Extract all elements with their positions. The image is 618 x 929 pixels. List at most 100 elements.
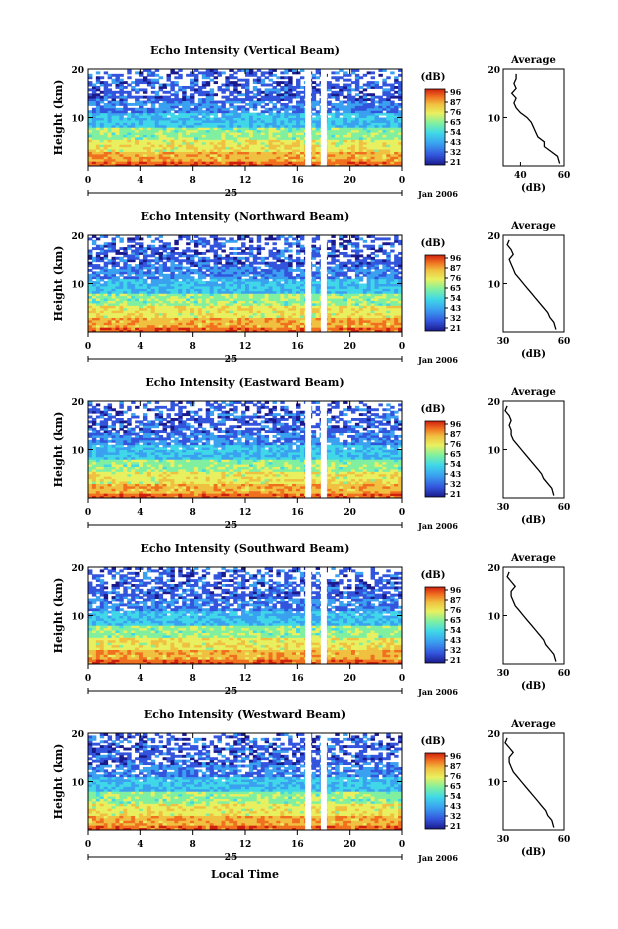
heatmap-cell [209, 153, 215, 157]
heatmap-cell [241, 132, 246, 135]
heatmap-cell [170, 300, 175, 304]
heatmap-cell [91, 136, 97, 140]
heatmap-cell [135, 107, 140, 111]
heatmap-cell [107, 83, 113, 87]
heatmap-cell [91, 112, 97, 116]
heatmap-cell [378, 151, 383, 155]
heatmap-cell [335, 83, 340, 87]
heatmap-cell [390, 285, 395, 289]
heatmap-cell [358, 158, 364, 162]
heatmap-cell [205, 134, 211, 138]
heatmap-cell [217, 312, 222, 316]
heatmap-cell [107, 276, 113, 280]
heatmap-cell [150, 110, 156, 114]
heatmap-cell [174, 310, 179, 314]
heatmap-cell [111, 271, 116, 275]
heatmap-cell [166, 90, 171, 94]
heatmap-cell [339, 261, 344, 265]
heatmap-cell [111, 322, 116, 326]
heatmap-cell [99, 163, 105, 167]
heatmap-cell [178, 322, 183, 326]
heatmap-cell [248, 71, 254, 75]
heatmap-cell [146, 107, 152, 111]
heatmap-cell [390, 329, 395, 333]
heatmap-cell [331, 329, 336, 333]
heatmap-cell [241, 298, 246, 301]
heatmap-cell [382, 276, 387, 280]
heatmap-cell [135, 149, 140, 152]
heatmap-cell [354, 273, 360, 277]
heatmap-cell [225, 283, 230, 287]
heatmap-cell [221, 136, 226, 140]
heatmap-cell [123, 266, 128, 270]
heatmap-cell [398, 288, 403, 292]
heatmap-cell [154, 158, 160, 162]
heatmap-cell [252, 102, 258, 106]
heatmap-cell [178, 117, 183, 121]
heatmap-cell [107, 117, 113, 121]
heatmap-cell [95, 141, 101, 145]
heatmap-cell [225, 329, 230, 333]
heatmap-cell [276, 271, 281, 275]
heatmap-cell [347, 110, 352, 114]
heatmap-cell [347, 305, 352, 309]
heatmap-cell [135, 141, 140, 145]
heatmap-cell [386, 141, 391, 145]
heatmap-cell [178, 136, 183, 140]
heatmap-cell [370, 319, 376, 323]
heatmap-cell [197, 264, 203, 268]
heatmap-cell [374, 259, 379, 263]
heatmap-cell [374, 322, 379, 326]
heatmap-cell [296, 95, 301, 99]
heatmap-cell [127, 83, 132, 87]
heatmap-cell [201, 271, 207, 275]
heatmap-cell [292, 288, 297, 292]
heatmap-cell [225, 156, 230, 160]
heatmap-cell [264, 136, 270, 140]
heatmap-cell [91, 298, 97, 301]
heatmap-cell [182, 324, 187, 328]
heatmap-cell [154, 119, 160, 123]
heatmap-cell [115, 73, 120, 77]
heatmap-cell [292, 329, 297, 333]
heatmap-cell [99, 271, 105, 275]
heatmap-cell [209, 307, 215, 311]
heatmap-cell [237, 312, 242, 316]
heatmap-cell [111, 139, 116, 143]
heatmap-cell [276, 127, 281, 131]
heatmap-cell [146, 115, 152, 118]
heatmap-cell [241, 149, 246, 152]
heatmap-cell [398, 295, 403, 299]
heatmap-cell [264, 161, 270, 165]
heatmap-cell [146, 307, 152, 311]
heatmap-cell [335, 105, 340, 109]
heatmap-cell [213, 290, 219, 294]
heatmap-cell [288, 146, 293, 150]
heatmap-cell [139, 88, 144, 92]
heatmap-cell [370, 71, 376, 75]
heatmap-cell [260, 259, 266, 263]
heatmap-cell [88, 302, 93, 306]
heatmap-cell [115, 276, 120, 280]
heatmap-cell [288, 93, 293, 97]
heatmap-cell [280, 273, 285, 277]
heatmap-cell [111, 161, 116, 165]
heatmap-cell [268, 100, 273, 104]
heatmap-cell [95, 329, 101, 333]
heatmap-cell [343, 298, 348, 301]
heatmap-cell [182, 288, 187, 292]
heatmap-cell [276, 129, 281, 133]
heatmap-cell [91, 161, 97, 165]
heatmap-cell [111, 153, 116, 157]
heatmap-cell [193, 73, 199, 77]
heatmap-cell [209, 98, 215, 102]
heatmap-cell [201, 90, 207, 94]
heatmap-cell [350, 107, 356, 111]
heatmap-cell [264, 298, 270, 301]
heatmap-cell [354, 327, 360, 331]
heatmap-cell [166, 293, 171, 297]
heatmap-cell [190, 83, 195, 87]
heatmap-cell [354, 322, 360, 326]
heatmap-cell [374, 95, 379, 99]
heatmap-cell [327, 122, 332, 126]
